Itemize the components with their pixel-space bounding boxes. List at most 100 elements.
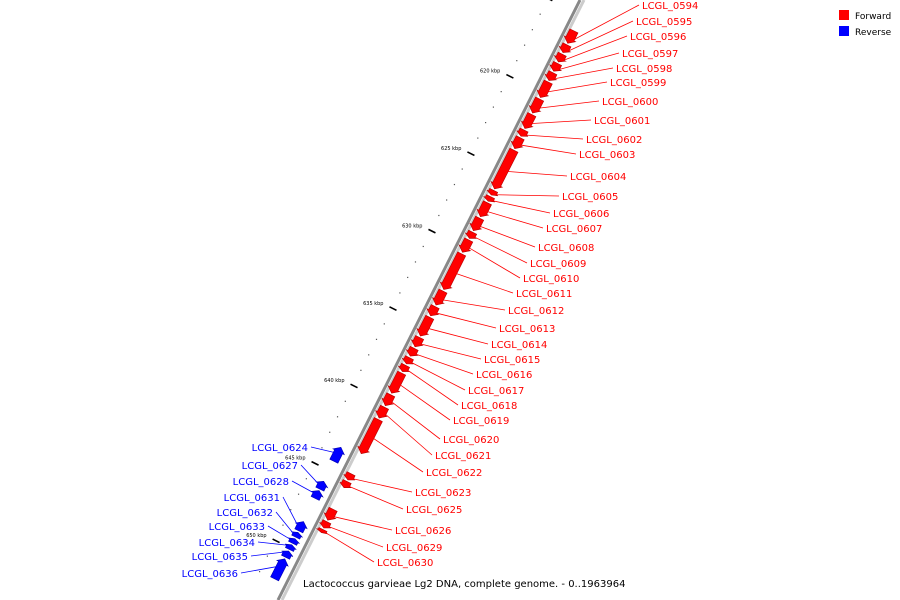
gene-label: LCGL_0624 (252, 443, 308, 454)
tick-mark-minor (290, 509, 292, 511)
gene-arrow-body (357, 417, 383, 454)
leader-line (416, 353, 474, 375)
gene-arrow-body (343, 471, 356, 481)
gene-label: LCGL_0628 (233, 477, 289, 488)
tick-mark-minor (485, 121, 487, 124)
tick-label: 620 kbp (480, 69, 500, 75)
gene-arrow-body (329, 446, 345, 464)
tick-mark-minor (375, 338, 378, 340)
gene-label: LCGL_0627 (242, 461, 298, 472)
gene-arrow-body (270, 558, 289, 582)
tick-mark-minor (477, 137, 479, 139)
gene-arrow-body (476, 200, 492, 218)
gene-lcgl_0594 (563, 28, 579, 44)
gene-arrow-body (410, 335, 425, 348)
gene-label: LCGL_0611 (516, 289, 572, 300)
gene-label: LCGL_0598 (616, 64, 672, 75)
gene-arrow-body (375, 404, 390, 419)
gene-labels-layer: LCGL_0594 LCGL_0595 LCGL_0596 LCGL_0597 LCGL… (182, 1, 699, 580)
gene-arrow-body (528, 96, 545, 114)
tick-mark-major (428, 228, 436, 234)
leader-line (526, 134, 584, 140)
gene-lcgl_0605 (486, 187, 499, 197)
leader-line (257, 541, 287, 546)
gene-label: LCGL_0635 (192, 552, 248, 563)
tick-mark-minor (531, 29, 533, 31)
gene-arrow-body (310, 490, 324, 501)
tick-label: 635 kbp (363, 301, 383, 307)
gene-arrow-body (288, 537, 300, 546)
tick-mark-minor (360, 369, 362, 371)
gene-label: LCGL_0597 (622, 49, 678, 60)
gene-lcgl_0621 (375, 404, 390, 419)
gene-lcgl_0595 (558, 42, 572, 53)
leader-line (334, 516, 393, 531)
leader-line (391, 401, 441, 440)
gene-arrow-body (401, 355, 414, 365)
gene-label: LCGL_0613 (499, 324, 555, 335)
gene-lcgl_0620 (381, 392, 396, 406)
tick-label: 625 kbp (441, 146, 461, 152)
gene-arrow-body (510, 135, 525, 149)
gene-label: LCGL_0607 (546, 224, 602, 235)
legend: Forward Reverse (839, 10, 892, 38)
gene-lcgl_0628 (310, 490, 324, 501)
gene-arrow-body (387, 370, 407, 394)
gene-label: LCGL_0636 (182, 569, 238, 580)
backbone-line (276, 0, 582, 600)
gene-lcgl_0618 (398, 362, 411, 372)
genome-caption: Lactococcus garvieae Lg2 DNA, complete g… (303, 579, 625, 590)
gene-label: LCGL_0617 (468, 386, 524, 397)
gene-arrow-body (544, 70, 558, 81)
gene-label: LCGL_0605 (562, 192, 618, 203)
gene-arrow-body (294, 521, 308, 534)
gene-lcgl_0610 (458, 237, 474, 253)
leader-line (385, 414, 433, 456)
gene-label: LCGL_0601 (594, 116, 650, 127)
gene-lcgl_0616 (405, 345, 419, 357)
leader-line (443, 299, 506, 311)
gene-arrow-body (319, 519, 332, 529)
gene-label: LCGL_0615 (484, 355, 540, 366)
tick-mark-minor (321, 447, 323, 449)
gene-lcgl_0606 (483, 194, 496, 203)
leader-line (373, 438, 424, 473)
gene-label: LCGL_0620 (443, 435, 499, 446)
tick-mark-minor (266, 555, 268, 557)
tick-mark-minor (438, 214, 440, 217)
tick-mark-minor (282, 524, 284, 526)
gene-arrow-body (469, 215, 485, 232)
leader-line (474, 236, 528, 264)
leader-line (291, 480, 314, 493)
gene-arrow-body (426, 304, 440, 317)
leader-line (275, 511, 294, 533)
gene-label: LCGL_0616 (476, 370, 532, 381)
gene-label: LCGL_0625 (406, 505, 462, 516)
gene-arrow-body (416, 314, 435, 337)
gene-label: LCGL_0614 (491, 340, 547, 351)
gene-label: LCGL_0612 (508, 306, 564, 317)
leader-line (574, 4, 640, 40)
gene-lcgl_0633 (288, 537, 300, 546)
scale-ticks-layer: 620 kbp 625 kbp 630 kbp 635 kbp 640 kbp 645 k… (246, 0, 553, 573)
gene-label: LCGL_0634 (199, 538, 255, 549)
gene-lcgl_0622 (357, 417, 383, 454)
gene-lcgl_0609 (465, 229, 478, 239)
gene-label: LCGL_0626 (395, 526, 451, 537)
gene-arrow-body (431, 288, 448, 306)
leader-line (400, 384, 451, 421)
tick-mark-minor (344, 400, 346, 402)
gene-lcgl_0636 (270, 558, 289, 582)
leader-line (493, 200, 551, 214)
tick-mark-major (350, 383, 358, 389)
leader-line (421, 343, 482, 360)
gene-lcgl_0631 (294, 521, 308, 534)
genome-backbone-layer (276, 0, 586, 600)
leader-line (540, 100, 600, 109)
tick-mark-minor (539, 13, 541, 15)
tick-label: 630 kbp (402, 223, 422, 229)
gene-arrow-body (483, 194, 496, 203)
gene-lcgl_0600 (528, 96, 545, 114)
tick-mark-minor (305, 478, 307, 480)
gene-lcgl_0634 (284, 543, 297, 552)
